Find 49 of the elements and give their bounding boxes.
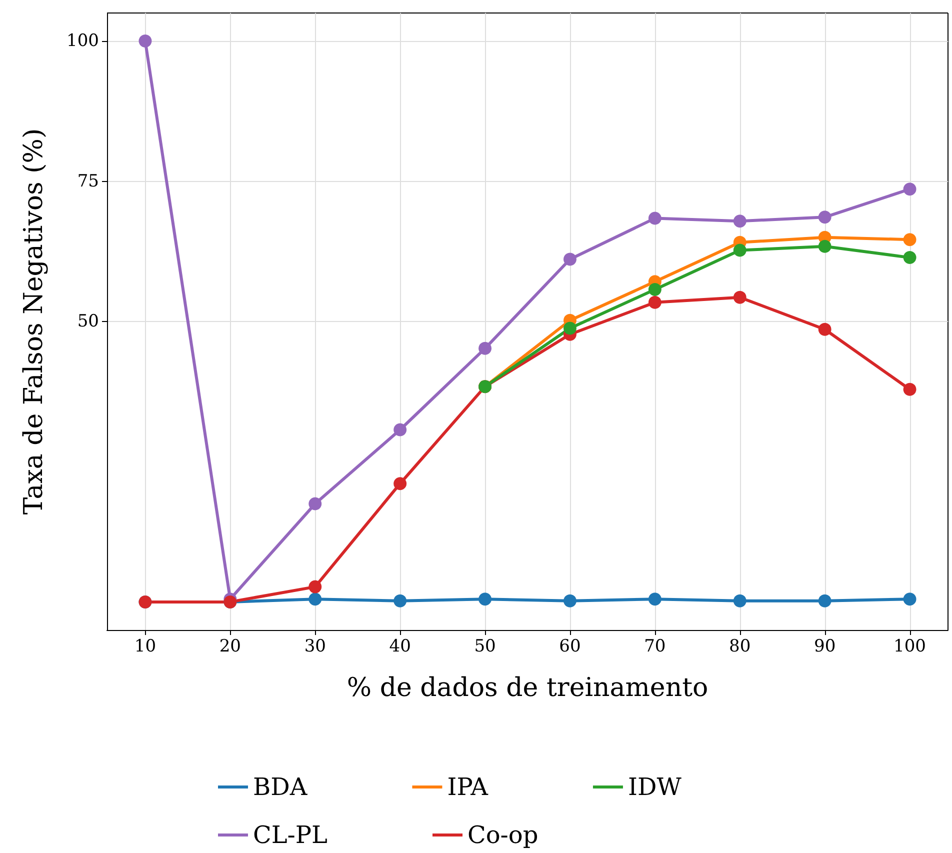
legend-label: CL-PL: [253, 821, 328, 849]
point: [733, 244, 746, 257]
point: [818, 594, 832, 608]
legend-label: BDA: [253, 773, 308, 801]
point: [903, 233, 916, 246]
point: [733, 290, 746, 304]
point: [648, 212, 662, 225]
y-axis-title: Taxa de Falsos Negativos (%): [19, 128, 49, 515]
x-tick-label: 50: [474, 636, 496, 656]
point: [563, 252, 576, 266]
point: [818, 240, 832, 253]
point: [138, 34, 152, 48]
x-tick-label: 20: [219, 636, 241, 656]
x-axis-title: % de dados de treinamento: [346, 673, 708, 703]
point: [563, 322, 576, 335]
point: [394, 477, 407, 490]
point: [903, 182, 916, 196]
legend-label: Co-op: [467, 821, 538, 849]
legend-label: IDW: [628, 773, 682, 801]
legend-label: IPA: [447, 773, 489, 801]
y-tick-label: 75: [77, 171, 99, 192]
x-tick-label: 30: [304, 636, 326, 656]
x-tick-label: 100: [894, 636, 926, 656]
point: [648, 296, 662, 309]
point: [648, 592, 662, 606]
point: [308, 497, 322, 510]
point: [308, 592, 322, 606]
x-tick-label: 10: [134, 636, 156, 656]
point: [903, 382, 916, 396]
x-tick-label: 90: [814, 636, 836, 656]
y-tick-label: 50: [77, 312, 99, 332]
point: [733, 214, 746, 228]
point: [818, 322, 832, 336]
x-tick-label: 60: [559, 636, 581, 656]
point: [394, 594, 407, 608]
point: [648, 283, 662, 296]
point: [478, 342, 492, 355]
point: [818, 210, 832, 224]
point: [903, 592, 916, 606]
point: [563, 594, 576, 608]
x-tick-label: 70: [644, 636, 666, 656]
point: [903, 251, 916, 264]
point: [308, 580, 322, 594]
point: [478, 592, 492, 606]
y-tick-label: 100: [66, 31, 99, 52]
x-tick-label: 40: [389, 636, 411, 656]
point: [394, 423, 407, 436]
point: [733, 594, 746, 608]
x-tick-label: 80: [729, 636, 751, 656]
